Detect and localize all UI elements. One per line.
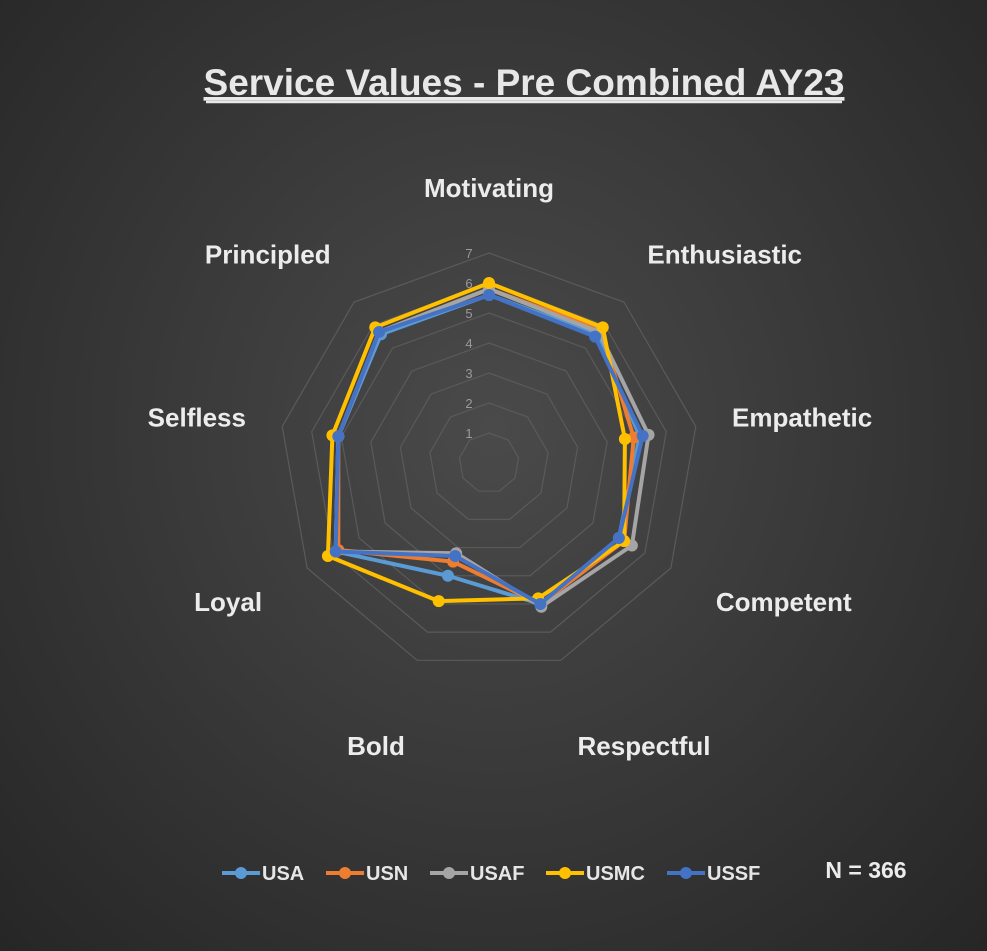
data-point-ussf-respectful	[534, 597, 547, 610]
sample-size-annotation: N = 366	[825, 857, 906, 883]
grid-ring-4	[370, 342, 608, 577]
axis-label-selfless: Selfless	[148, 403, 246, 433]
data-point-usa-bold	[441, 569, 454, 582]
grid-ring-6	[311, 282, 667, 633]
data-point-usmc-enthusiastic	[596, 321, 609, 334]
data-point-ussf-loyal	[329, 545, 342, 558]
axis-label-principled: Principled	[205, 239, 331, 269]
axis-label-enthusiastic: Enthusiastic	[647, 239, 802, 269]
axis-label-loyal: Loyal	[194, 587, 262, 617]
legend-label: USSF	[707, 863, 760, 885]
tick-label: 4	[465, 336, 472, 351]
data-point-usn-empathetic	[627, 431, 640, 444]
legend-label: USA	[262, 863, 304, 885]
legend-swatch-marker	[443, 867, 455, 879]
data-point-ussf-principled	[373, 326, 386, 339]
data-point-usmc-motivating	[483, 277, 495, 289]
legend-item-usaf: USAF	[430, 863, 524, 885]
legend-swatch-marker	[339, 867, 351, 879]
axis-label-empathetic: Empathetic	[732, 403, 872, 433]
grid-ring-7	[281, 252, 697, 661]
legend: USA USN USAF USMC USSF	[222, 863, 760, 885]
axis-label-competent: Competent	[716, 587, 852, 617]
tick-label: 1	[465, 426, 472, 441]
grid-ring-2	[429, 402, 549, 520]
legend-swatch-marker	[680, 867, 692, 879]
legend-swatch-marker	[235, 867, 247, 879]
data-point-ussf-empathetic	[636, 429, 649, 442]
data-point-ussf-bold	[449, 550, 462, 563]
axis-label-bold: Bold	[347, 731, 405, 761]
grid-ring-1	[458, 432, 520, 492]
radar-series	[321, 277, 655, 613]
tick-label: 3	[465, 366, 472, 381]
tick-label: 2	[465, 396, 472, 411]
legend-item-usn: USN	[326, 863, 408, 885]
series-line-usmc	[325, 281, 627, 604]
legend-item-ussf: USSF	[667, 863, 760, 885]
legend-swatch-marker	[559, 867, 571, 879]
data-point-ussf-selfless	[332, 430, 345, 443]
series-ussf	[329, 289, 649, 610]
data-point-usmc-bold	[432, 595, 445, 608]
legend-label: USAF	[470, 863, 524, 885]
legend-item-usa: USA	[222, 863, 304, 885]
grid-ring-3	[399, 372, 579, 549]
data-point-ussf-motivating	[483, 289, 495, 301]
tick-label: 6	[465, 276, 472, 291]
data-point-ussf-competent	[612, 532, 625, 544]
axis-label-respectful: Respectful	[578, 731, 711, 761]
chart-title: Service Values - Pre Combined AY23	[204, 62, 845, 103]
tick-label: 7	[465, 246, 472, 261]
series-line-ussf	[333, 293, 645, 606]
data-point-ussf-enthusiastic	[589, 330, 602, 343]
grid-ring-5	[340, 312, 638, 605]
legend-item-usmc: USMC	[546, 863, 645, 885]
legend-label: USN	[366, 863, 408, 885]
axis-label-motivating: Motivating	[424, 173, 554, 203]
radar-tick-labels: 1 2 3 4 5 6 7	[465, 246, 472, 441]
tick-label: 5	[465, 306, 472, 321]
data-point-usmc-empathetic	[618, 433, 631, 446]
radar-axis-labels: Motivating Enthusiastic Empathetic Competen…	[148, 173, 872, 761]
legend-label: USMC	[586, 863, 645, 885]
